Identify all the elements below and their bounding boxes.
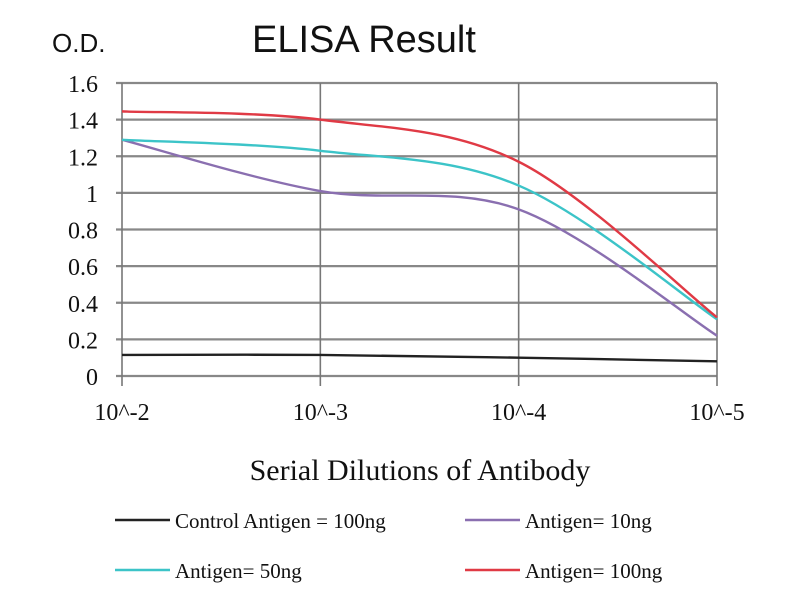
y-tick-label: 0.4 (68, 292, 98, 318)
y-tick-label: 0.2 (68, 328, 98, 354)
y-tick-label: 1.2 (68, 145, 98, 171)
series-line (121, 138, 718, 337)
legend: Control Antigen = 100ng Antigen= 10ng Anti… (115, 509, 663, 583)
chart-title: ELISA Result (252, 19, 476, 61)
series-line (121, 110, 718, 319)
legend-label: Antigen= 50ng (175, 559, 302, 583)
grid (116, 81, 718, 386)
x-axis-label: Serial Dilutions of Antibody (250, 454, 591, 487)
series-line (121, 353, 718, 363)
x-tick-label: 10^-3 (293, 400, 348, 426)
y-ticks: 0 0.2 0.4 0.6 0.8 1 1.2 1.4 1.6 (68, 72, 98, 391)
y-tick-label: 0 (86, 365, 98, 391)
series-line (121, 138, 718, 321)
y-tick-label: 0.6 (68, 255, 98, 281)
y-tick-label: 0.8 (68, 219, 98, 245)
y-tick-label: 1.4 (68, 109, 98, 135)
y-axis-label: O.D. (52, 28, 105, 58)
x-tick-label: 10^-5 (689, 400, 744, 426)
legend-label: Antigen= 10ng (525, 509, 652, 533)
x-ticks: 10^-2 10^-3 10^-4 10^-5 (94, 400, 744, 426)
x-tick-label: 10^-2 (94, 400, 149, 426)
legend-label: Antigen= 100ng (525, 559, 663, 583)
series-lines (121, 110, 718, 363)
legend-label: Control Antigen = 100ng (175, 509, 386, 533)
y-tick-label: 1 (86, 182, 98, 208)
y-tick-label: 1.6 (68, 72, 98, 98)
x-tick-label: 10^-4 (491, 400, 546, 426)
